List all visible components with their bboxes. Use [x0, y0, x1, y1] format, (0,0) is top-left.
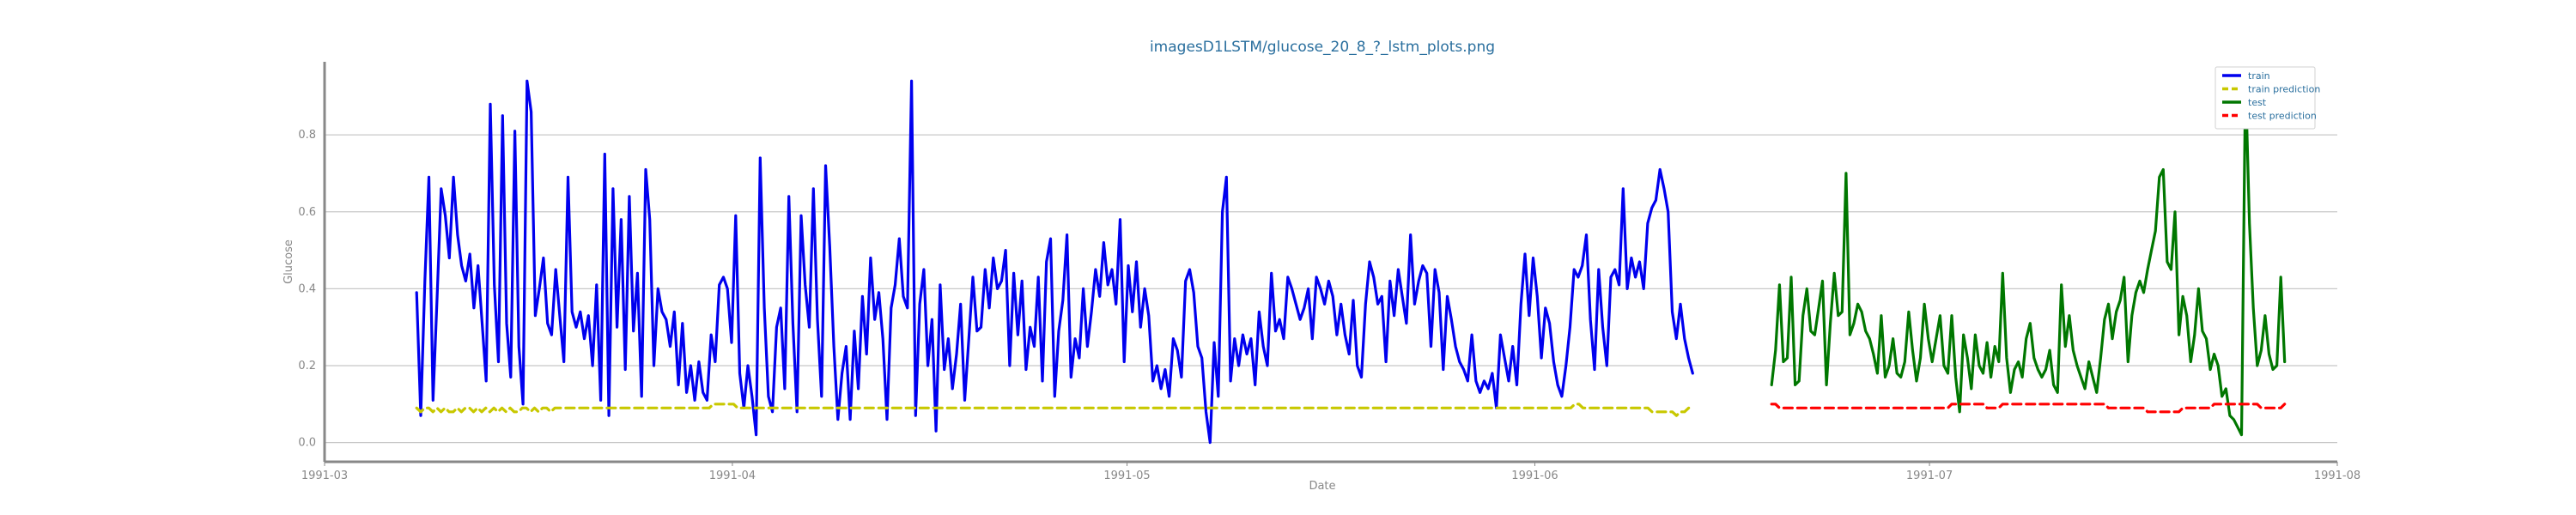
- x-tick-label: 1991-04: [709, 470, 756, 482]
- y-tick-label: 0.2: [298, 360, 316, 373]
- series-lines: [415, 76, 2287, 445]
- y-tick-label: 0.0: [298, 437, 316, 450]
- series-line-test-prediction: [1770, 403, 2287, 414]
- legend-label: train: [2248, 70, 2270, 82]
- y-axis-label: Glucose: [283, 239, 295, 284]
- series-line-train-prediction: [415, 403, 1694, 417]
- axis-labels: imagesD1LSTM/glucose_20_8_?_lstm_plots.p…: [283, 39, 1495, 493]
- x-tick-label: 1991-07: [1906, 470, 1953, 482]
- legend-box: [2215, 66, 2316, 130]
- x-tick-label: 1991-03: [301, 470, 348, 482]
- series-line-train: [415, 79, 1694, 445]
- x-tick-label: 1991-08: [2314, 470, 2360, 482]
- y-tick-label: 0.8: [298, 129, 316, 142]
- legend-label: train prediction: [2248, 84, 2320, 95]
- legend-label: test prediction: [2248, 111, 2317, 122]
- legend: train train prediction test test prediction: [2215, 66, 2320, 130]
- y-tick-label: 0.6: [298, 206, 316, 219]
- legend-label: test: [2248, 97, 2267, 108]
- series-line-test: [1770, 76, 2287, 437]
- x-tick-label: 1991-06: [1511, 470, 1558, 482]
- x-tick-label: 1991-05: [1103, 470, 1150, 482]
- chart-title: imagesD1LSTM/glucose_20_8_?_lstm_plots.p…: [1150, 39, 1495, 56]
- axes: 0.0 0.2 0.4 0.6 0.8 1991-03 1991-04 1991-05 1991…: [298, 62, 2360, 482]
- x-axis-label: Date: [1309, 480, 1335, 493]
- y-tick-label: 0.4: [298, 282, 316, 295]
